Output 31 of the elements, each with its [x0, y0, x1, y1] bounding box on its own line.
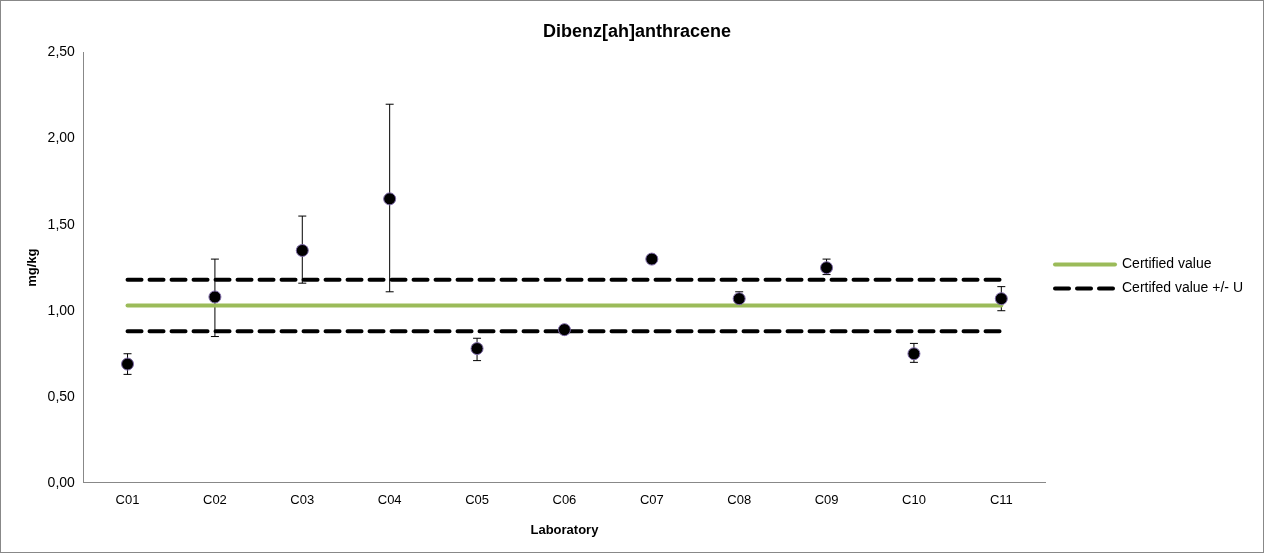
point [208, 290, 222, 304]
x-axis-title: Laboratory [530, 521, 600, 537]
y-tick-label: 2,00 [47, 129, 76, 146]
point [907, 347, 921, 361]
x-tick-label: C06 [552, 492, 577, 508]
x-tick-label: C01 [115, 492, 140, 508]
y-tick-label: 2,50 [47, 43, 76, 60]
legend-label: Certifed value +/- U [1122, 279, 1243, 296]
x-tick-label: C11 [989, 492, 1013, 508]
x-tick-label: C08 [727, 492, 752, 508]
x-tick-label: C10 [902, 492, 926, 508]
point [994, 292, 1008, 306]
x-tick-label: C05 [465, 492, 489, 508]
y-axis-title: mg/kg [24, 248, 40, 287]
point [295, 243, 309, 257]
y-tick-label: 1,50 [47, 215, 76, 232]
x-tick-label: C02 [202, 492, 227, 508]
y-tick-label: 0,00 [47, 473, 76, 490]
chart-title: Dibenz[ah]anthracene [542, 20, 732, 41]
point [383, 192, 397, 206]
point [557, 323, 571, 337]
point [470, 342, 484, 356]
y-tick-label: 1,00 [47, 301, 76, 318]
x-tick-label: C03 [290, 492, 315, 508]
legend-label: Certified value [1122, 255, 1212, 272]
point [645, 252, 659, 266]
x-tick-label: C07 [639, 492, 664, 508]
y-tick-label: 0,50 [47, 387, 76, 404]
x-tick-label: C04 [377, 492, 402, 508]
x-tick-label: C09 [814, 492, 839, 508]
point [121, 357, 135, 371]
